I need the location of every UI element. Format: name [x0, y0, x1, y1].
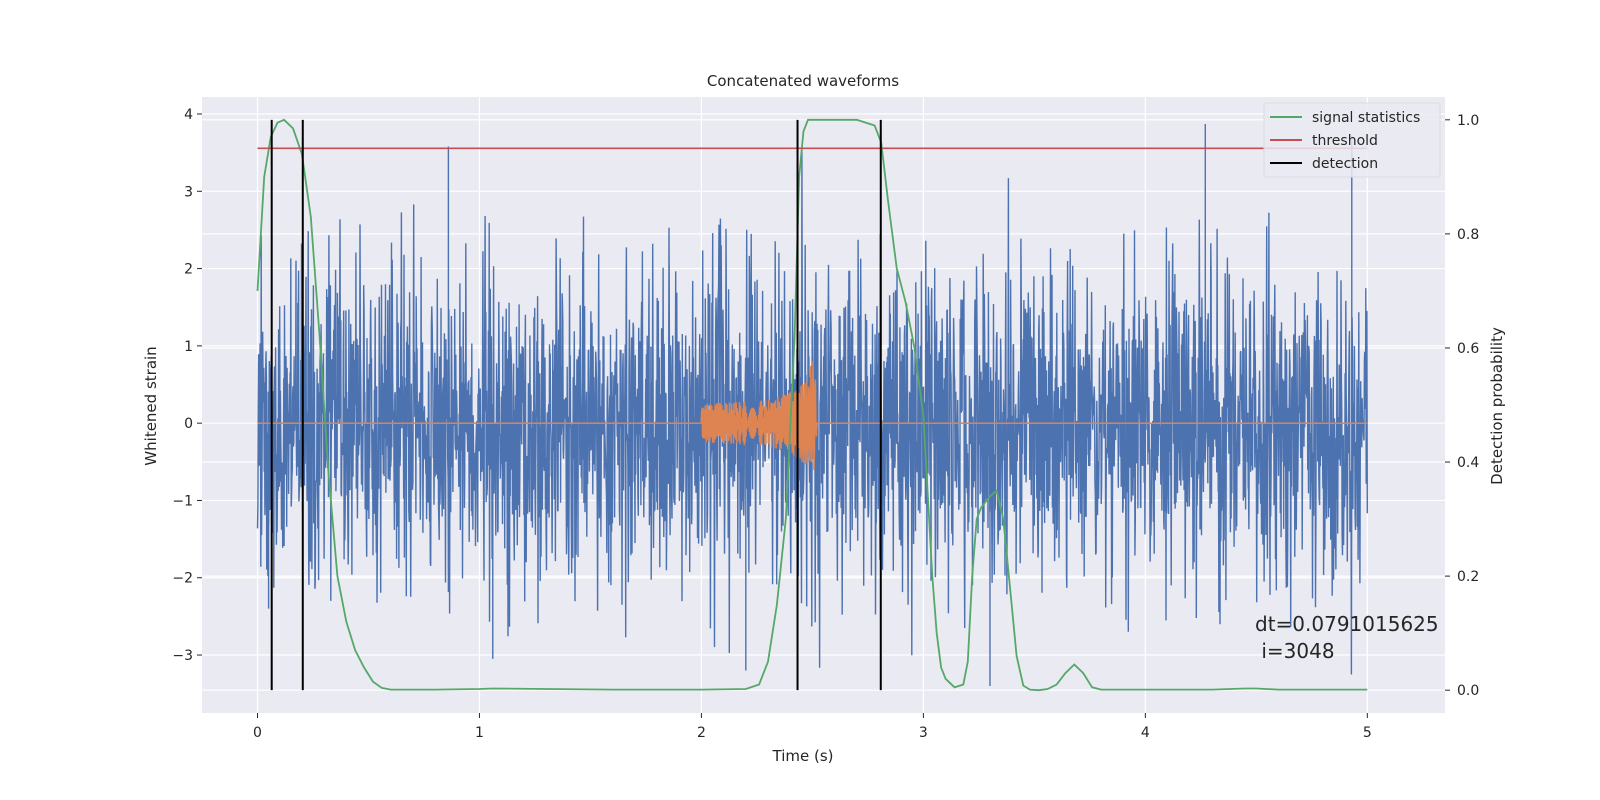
legend: signal statistics threshold detection: [1263, 102, 1441, 178]
x-tick-label: 1: [475, 725, 484, 741]
signal-statistics-series: [256, 118, 1368, 692]
y-tick-label-left: 0: [184, 416, 193, 432]
y-tick-label-right: 1.0: [1457, 113, 1479, 129]
y-tick-label-left: −2: [172, 571, 193, 587]
y-tick-label-left: 2: [184, 262, 193, 278]
y-tick-label-left: −1: [172, 493, 193, 509]
x-tick-label: 0: [253, 725, 262, 741]
annotation-dt: dt=0.0791015625: [1255, 612, 1439, 636]
y-tick-label-left: 4: [184, 107, 193, 123]
chart-title: Concatenated waveforms: [707, 72, 899, 90]
y-tick-label-right: 0.6: [1457, 341, 1479, 357]
x-axis-label: Time (s): [772, 747, 834, 765]
detection-series: [270, 119, 882, 691]
y-tick-label-right: 0.8: [1457, 227, 1479, 243]
x-tick-label: 3: [919, 725, 928, 741]
legend-label: threshold: [1312, 133, 1378, 149]
y-axis-label-right: Detection probability: [1488, 327, 1506, 485]
x-tick-label: 5: [1363, 725, 1372, 741]
legend-label: detection: [1312, 156, 1378, 172]
y-tick-label-right: 0.2: [1457, 569, 1479, 585]
y-tick-label-right: 0.0: [1457, 683, 1479, 699]
y-tick-label-right: 0.4: [1457, 455, 1479, 471]
legend-box: [1263, 102, 1441, 178]
y-tick-label-left: 3: [184, 184, 193, 200]
signal-statistics-line: [256, 118, 1368, 692]
injection-series: [257, 360, 1368, 471]
injection-line: [257, 360, 1368, 471]
y-axis-label-left: Whitened strain: [142, 346, 160, 465]
legend-label: signal statistics: [1312, 110, 1420, 126]
annotation-i: i=3048: [1255, 639, 1335, 663]
x-tick-label: 4: [1141, 725, 1150, 741]
x-tick-label: 2: [697, 725, 706, 741]
y-tick-label-left: 1: [184, 339, 193, 355]
y-tick-label-left: −3: [172, 648, 193, 664]
axes: 0 1 2 3 4 5 −3 −2 −1 0 1 2 3 4 0.0 0.2 0.4 0.6 0.8 1.0: [172, 107, 1479, 741]
